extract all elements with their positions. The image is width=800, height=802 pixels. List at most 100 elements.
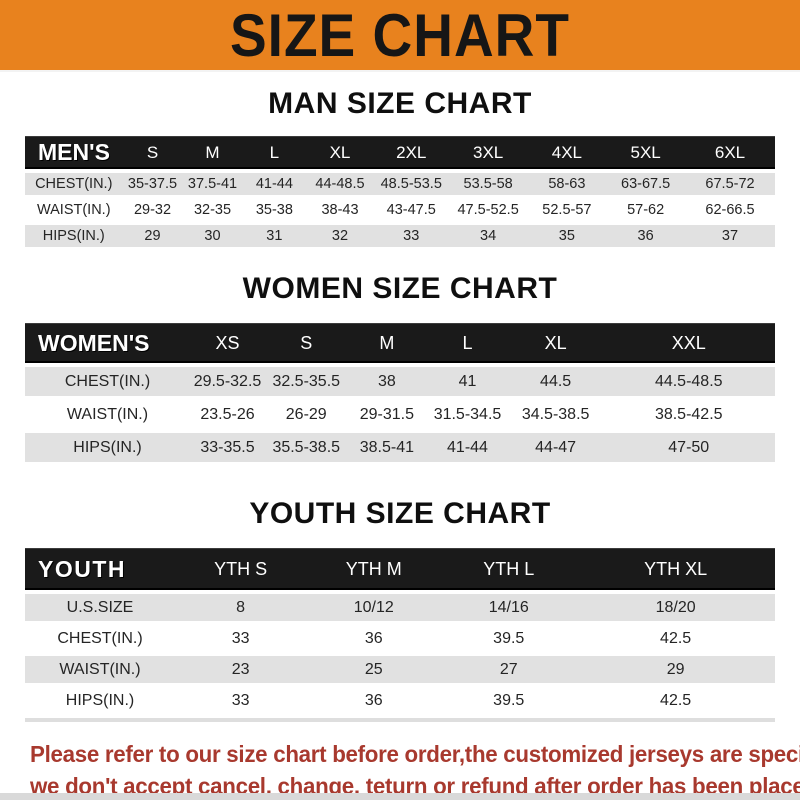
measurement-cell: 32-35	[183, 199, 243, 221]
size-column-header: M	[348, 323, 427, 363]
measurement-cell: 38-43	[306, 199, 374, 221]
measurement-cell: 47-50	[603, 433, 776, 462]
row-label: HIPS(IN.)	[25, 433, 190, 462]
size-column-header: YTH M	[306, 548, 441, 590]
measurement-cell: 29.5-32.5	[190, 367, 265, 396]
measurement-cell: 35	[528, 225, 607, 247]
measurement-cell: 34	[449, 225, 528, 247]
row-label: WAIST(IN.)	[25, 199, 123, 221]
size-column-header: L	[243, 136, 307, 169]
youth-waist-row: WAIST(IN.) 23 25 27 29	[25, 656, 775, 683]
measurement-cell: 33	[374, 225, 449, 247]
women-hips-row: HIPS(IN.) 33-35.5 35.5-38.5 38.5-41 41-4…	[25, 433, 775, 462]
size-column-header: 5XL	[606, 136, 685, 169]
row-label: WAIST(IN.)	[25, 400, 190, 429]
man-section-heading: MAN SIZE CHART	[0, 87, 800, 121]
measurement-cell: 32	[306, 225, 374, 247]
row-label: CHEST(IN.)	[25, 173, 123, 195]
measurement-cell: 27	[441, 656, 576, 683]
men-header-row: MEN'S S M L XL 2XL 3XL 4XL 5XL 6XL	[25, 136, 775, 169]
bottom-edge-strip	[0, 793, 800, 800]
measurement-cell: 58-63	[528, 173, 607, 195]
size-column-header: 3XL	[449, 136, 528, 169]
measurement-cell: 38.5-41	[348, 433, 427, 462]
women-waist-row: WAIST(IN.) 23.5-26 26-29 29-31.5 31.5-34…	[25, 400, 775, 429]
measurement-cell: 38	[348, 367, 427, 396]
measurement-cell: 36	[606, 225, 685, 247]
men-table-label: MEN'S	[25, 136, 123, 169]
measurement-cell: 62-66.5	[685, 199, 775, 221]
measurement-cell: 33	[175, 687, 306, 714]
youth-header-row: YOUTH YTH S YTH M YTH L YTH XL	[25, 548, 775, 590]
size-column-header: 4XL	[528, 136, 607, 169]
size-column-header: L	[426, 323, 509, 363]
measurement-cell: 33	[175, 625, 306, 652]
measurement-cell: 48.5-53.5	[374, 173, 449, 195]
row-label: HIPS(IN.)	[25, 225, 123, 247]
measurement-cell: 44.5	[509, 367, 603, 396]
measurement-cell: 63-67.5	[606, 173, 685, 195]
size-column-header: YTH L	[441, 548, 576, 590]
measurement-cell: 39.5	[441, 625, 576, 652]
size-column-header: 2XL	[374, 136, 449, 169]
measurement-cell: 18/20	[576, 594, 775, 621]
measurement-cell: 8	[175, 594, 306, 621]
measurement-cell: 44.5-48.5	[603, 367, 776, 396]
size-column-header: YTH XL	[576, 548, 775, 590]
youth-ussize-row: U.S.SIZE 8 10/12 14/16 18/20	[25, 594, 775, 621]
youth-hips-row: HIPS(IN.) 33 36 39.5 42.5	[25, 687, 775, 714]
women-table-label: WOMEN'S	[25, 323, 190, 363]
women-size-table: WOMEN'S XS S M L XL XXL CHEST(IN.) 29.5-…	[25, 319, 775, 466]
row-label: U.S.SIZE	[25, 594, 175, 621]
measurement-cell: 37.5-41	[183, 173, 243, 195]
women-chest-row: CHEST(IN.) 29.5-32.5 32.5-35.5 38 41 44.…	[25, 367, 775, 396]
size-chart-banner: SIZE CHART	[0, 0, 800, 72]
measurement-cell: 23.5-26	[190, 400, 265, 429]
banner-title: SIZE CHART	[230, 0, 570, 70]
measurement-cell: 38.5-42.5	[603, 400, 776, 429]
measurement-cell: 53.5-58	[449, 173, 528, 195]
measurement-cell: 44-48.5	[306, 173, 374, 195]
measurement-cell: 23	[175, 656, 306, 683]
measurement-cell: 36	[306, 625, 441, 652]
measurement-cell: 30	[183, 225, 243, 247]
men-waist-row: WAIST(IN.) 29-32 32-35 35-38 38-43 43-47…	[25, 199, 775, 221]
measurement-cell: 67.5-72	[685, 173, 775, 195]
measurement-cell: 25	[306, 656, 441, 683]
size-column-header: XXL	[603, 323, 776, 363]
measurement-cell: 41	[426, 367, 509, 396]
row-label: WAIST(IN.)	[25, 656, 175, 683]
measurement-cell: 31.5-34.5	[426, 400, 509, 429]
measurement-cell: 33-35.5	[190, 433, 265, 462]
women-header-row: WOMEN'S XS S M L XL XXL	[25, 323, 775, 363]
measurement-cell: 35.5-38.5	[265, 433, 348, 462]
order-note-line1: Please refer to our size chart before or…	[30, 739, 777, 771]
measurement-cell: 29	[123, 225, 183, 247]
youth-chest-row: CHEST(IN.) 33 36 39.5 42.5	[25, 625, 775, 652]
size-column-header: M	[183, 136, 243, 169]
row-label: HIPS(IN.)	[25, 687, 175, 714]
measurement-cell: 34.5-38.5	[509, 400, 603, 429]
men-size-table: MEN'S S M L XL 2XL 3XL 4XL 5XL 6XL CHEST…	[25, 132, 775, 251]
measurement-cell: 29-31.5	[348, 400, 427, 429]
measurement-cell: 31	[243, 225, 307, 247]
men-chest-row: CHEST(IN.) 35-37.5 37.5-41 41-44 44-48.5…	[25, 173, 775, 195]
size-column-header: XL	[509, 323, 603, 363]
size-column-header: XL	[306, 136, 374, 169]
measurement-cell: 39.5	[441, 687, 576, 714]
measurement-cell: 47.5-52.5	[449, 199, 528, 221]
measurement-cell: 29-32	[123, 199, 183, 221]
measurement-cell: 42.5	[576, 687, 775, 714]
measurement-cell: 37	[685, 225, 775, 247]
measurement-cell: 29	[576, 656, 775, 683]
measurement-cell: 10/12	[306, 594, 441, 621]
measurement-cell: 42.5	[576, 625, 775, 652]
women-section-heading: WOMEN SIZE CHART	[0, 272, 800, 306]
size-column-header: YTH S	[175, 548, 306, 590]
size-column-header: 6XL	[685, 136, 775, 169]
size-column-header: S	[123, 136, 183, 169]
measurement-cell: 36	[306, 687, 441, 714]
men-hips-row: HIPS(IN.) 29 30 31 32 33 34 35 36 37	[25, 225, 775, 247]
row-label: CHEST(IN.)	[25, 625, 175, 652]
row-label: CHEST(IN.)	[25, 367, 190, 396]
